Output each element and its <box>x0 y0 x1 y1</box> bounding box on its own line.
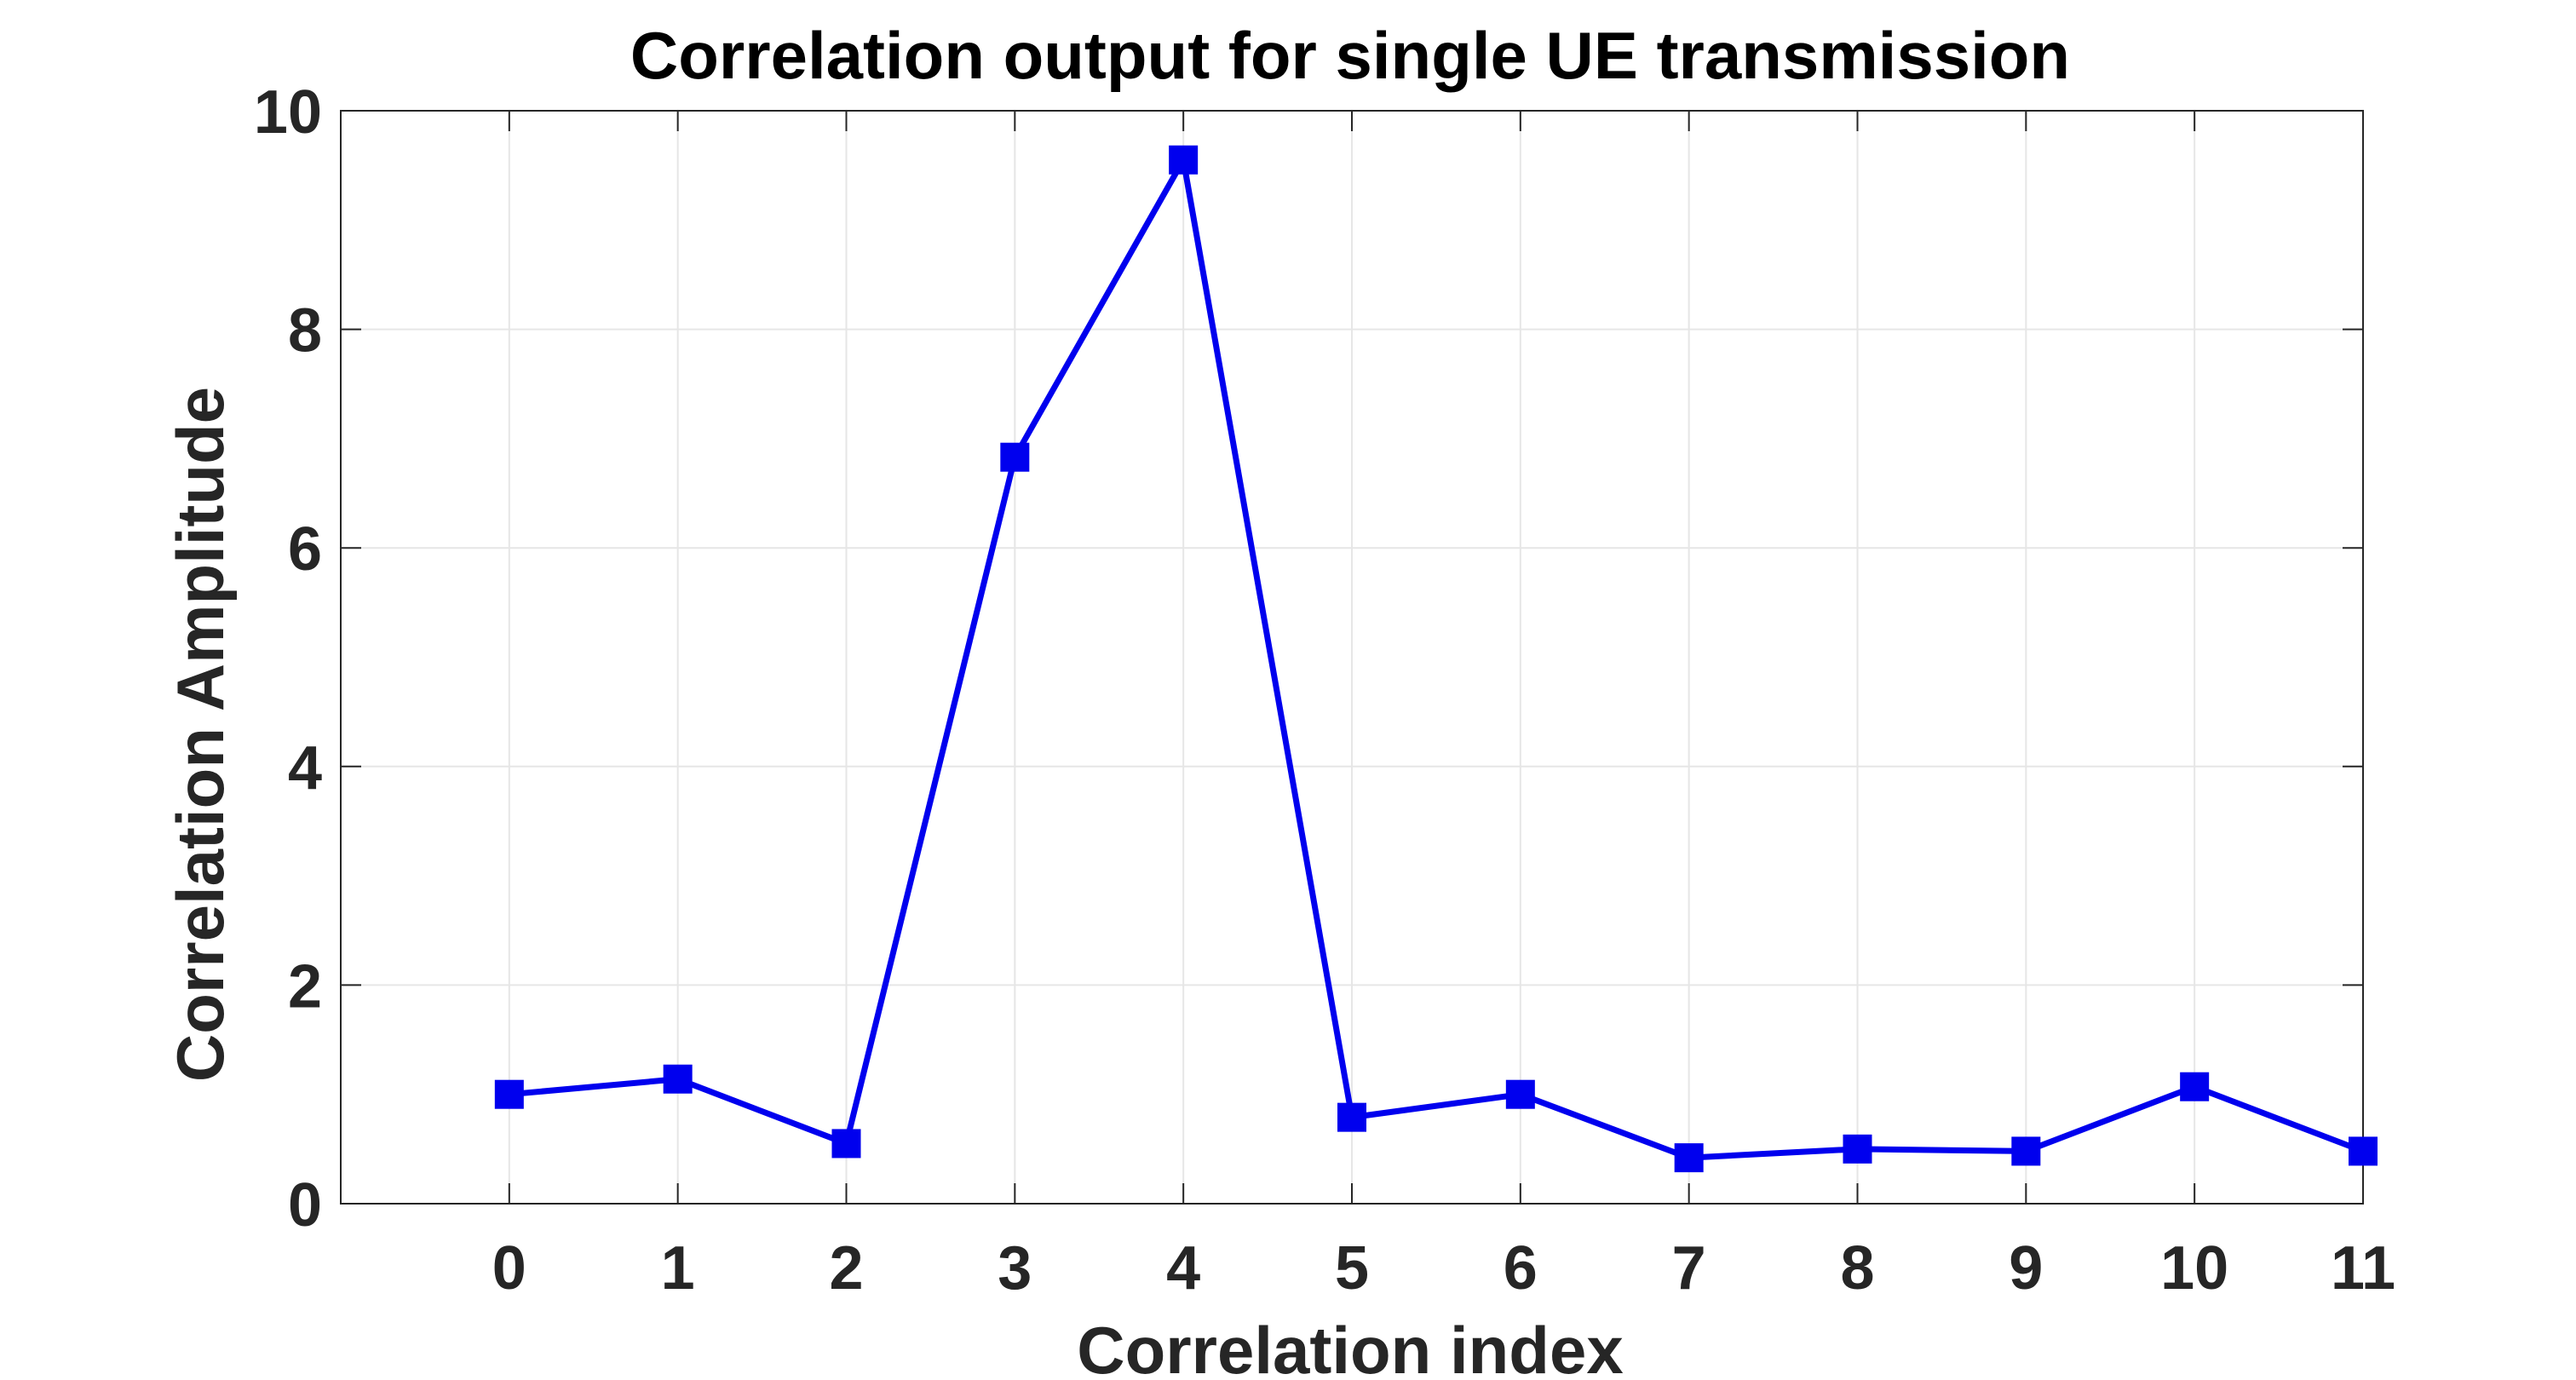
data-point-marker <box>2011 1136 2041 1166</box>
data-point-marker <box>663 1064 693 1094</box>
x-axis-label: Correlation index <box>1077 1313 1623 1380</box>
data-point-marker <box>1505 1079 1535 1109</box>
x-tick-label: 5 <box>1335 1234 1369 1302</box>
y-tick-label: 2 <box>288 952 322 1021</box>
data-point-marker <box>1000 442 1030 472</box>
x-tick-label: 0 <box>492 1234 526 1302</box>
data-point-marker <box>2349 1136 2378 1166</box>
y-axis-label: Correlation Amplitude <box>163 387 238 1082</box>
data-point-marker <box>831 1129 861 1159</box>
x-tick-label: 9 <box>2009 1234 2043 1302</box>
data-point-marker <box>1169 145 1199 175</box>
y-tick-label: 4 <box>288 734 322 802</box>
x-tick-label: 8 <box>1840 1234 1874 1302</box>
y-tick-label: 10 <box>254 78 322 147</box>
chart-title: Correlation output for single UE transmi… <box>630 18 2070 93</box>
data-point-marker <box>1843 1134 1872 1164</box>
y-tick-label: 8 <box>288 297 322 365</box>
y-tick-label: 0 <box>288 1171 322 1239</box>
x-tick-label: 10 <box>2160 1234 2228 1302</box>
data-point-marker <box>1674 1143 1704 1173</box>
y-tick-label: 6 <box>288 515 322 584</box>
x-tick-label: 3 <box>998 1234 1032 1302</box>
data-point-marker <box>1337 1102 1366 1132</box>
data-point-marker <box>2180 1072 2210 1101</box>
x-tick-label: 1 <box>661 1234 695 1302</box>
data-point-marker <box>494 1079 524 1109</box>
x-tick-label: 2 <box>829 1234 863 1302</box>
x-tick-label: 6 <box>1504 1234 1538 1302</box>
x-tick-label: 4 <box>1166 1234 1200 1302</box>
series-line <box>509 157 2365 1161</box>
x-tick-label: 11 <box>2331 1234 2395 1302</box>
x-tick-label: 7 <box>1672 1234 1706 1302</box>
plot-area: 0 1 2 3 4 5 6 7 8 9 10 11 0 2 4 6 8 10 <box>254 78 2395 1302</box>
